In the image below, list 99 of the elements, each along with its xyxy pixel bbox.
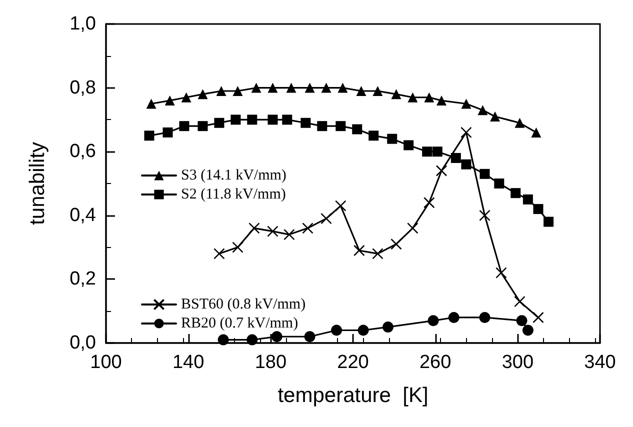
- point: [391, 89, 402, 100]
- point: [408, 92, 418, 102]
- point: [247, 114, 258, 125]
- point: [304, 82, 315, 93]
- point: [461, 159, 472, 170]
- point: [246, 334, 258, 346]
- point: [544, 216, 554, 227]
- point: [422, 146, 432, 157]
- point: [514, 118, 525, 128]
- point: [387, 134, 398, 144]
- point: [404, 140, 414, 150]
- point: [248, 222, 260, 234]
- point: [479, 312, 490, 323]
- point: [336, 121, 346, 132]
- y-tick-label: 0,6: [70, 141, 96, 162]
- point: [230, 114, 241, 125]
- point: [450, 152, 461, 163]
- point: [479, 210, 490, 222]
- point: [268, 82, 278, 93]
- point: [304, 331, 316, 342]
- y-tick-label: 0,8: [70, 77, 96, 98]
- y-tick-label: 0,4: [70, 204, 96, 226]
- point: [179, 121, 190, 132]
- point: [354, 244, 365, 256]
- point: [232, 242, 244, 253]
- legend-label: BST60 (0.8 kV/mm): [181, 296, 306, 312]
- point: [478, 105, 488, 116]
- point: [390, 238, 402, 250]
- point: [284, 228, 295, 240]
- point: [144, 130, 154, 141]
- point: [267, 226, 278, 237]
- point: [232, 86, 243, 96]
- point: [198, 89, 208, 100]
- point: [532, 312, 544, 324]
- point: [218, 334, 229, 346]
- point: [522, 194, 533, 204]
- point: [424, 92, 434, 102]
- point: [480, 168, 490, 179]
- point: [331, 324, 342, 336]
- x-tick-label: 220: [337, 352, 369, 373]
- y-tick-label: 0,0: [70, 332, 96, 354]
- x-tick-label: 260: [419, 352, 452, 373]
- y-axis-title: tunability: [26, 142, 49, 225]
- point: [516, 315, 528, 326]
- point: [356, 86, 366, 96]
- point: [424, 196, 435, 208]
- point: [372, 248, 384, 260]
- point: [198, 121, 208, 132]
- point: [251, 82, 262, 93]
- point: [448, 312, 460, 323]
- point: [216, 86, 226, 96]
- point: [382, 322, 394, 333]
- point: [300, 118, 311, 128]
- point: [407, 222, 418, 234]
- point: [372, 86, 383, 96]
- x-tick-label: 340: [584, 352, 616, 373]
- point: [494, 178, 504, 188]
- point: [321, 82, 332, 93]
- point: [146, 98, 156, 109]
- point: [358, 324, 369, 336]
- point: [317, 121, 328, 132]
- point: [531, 127, 542, 138]
- point: [335, 200, 346, 212]
- point: [320, 212, 332, 224]
- point: [533, 204, 544, 214]
- x-tick-label: 300: [502, 352, 534, 373]
- point: [286, 82, 296, 93]
- point: [496, 267, 507, 278]
- y-tick-label: 0,2: [70, 268, 96, 290]
- point: [352, 124, 362, 134]
- x-axis-title: temperature [K]: [278, 384, 428, 407]
- x-tick-label: 140: [172, 352, 204, 373]
- x-tick-label: 180: [254, 352, 287, 373]
- point: [181, 92, 192, 102]
- legend-label: RB20 (0.7 kV/mm): [181, 316, 298, 332]
- point: [510, 188, 521, 198]
- point: [268, 114, 278, 125]
- point: [368, 130, 379, 141]
- point: [214, 248, 225, 260]
- legend-label: S3 (14.1 kV/mm): [181, 168, 286, 184]
- point: [302, 222, 314, 234]
- point: [338, 82, 348, 93]
- legend-label: S2 (11.8 kV/mm): [181, 186, 286, 202]
- point: [282, 114, 292, 125]
- point: [432, 146, 442, 157]
- point: [522, 324, 534, 336]
- point: [428, 315, 439, 326]
- point: [162, 127, 173, 138]
- point: [490, 112, 500, 122]
- x-tick-label: 100: [90, 352, 122, 373]
- y-tick-label: 1,0: [70, 14, 96, 34]
- point: [436, 96, 447, 106]
- point: [214, 118, 224, 128]
- point: [436, 165, 448, 176]
- point: [271, 331, 282, 342]
- point: [164, 96, 175, 106]
- point: [460, 126, 472, 138]
- point: [514, 296, 526, 308]
- point: [461, 98, 472, 109]
